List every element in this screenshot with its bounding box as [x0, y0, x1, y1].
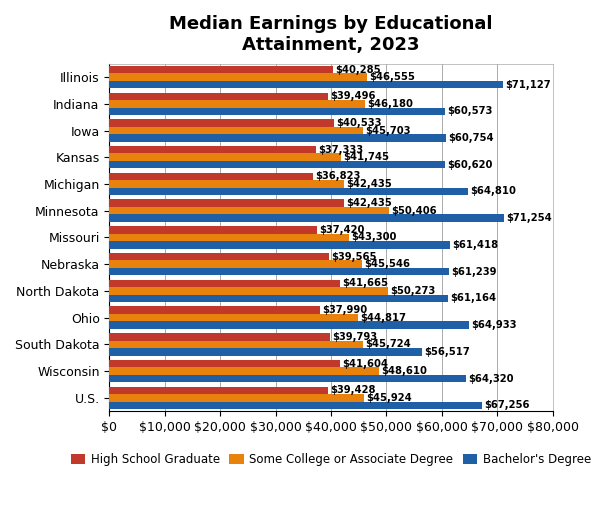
Text: $39,428: $39,428 — [330, 385, 376, 395]
Bar — [109, 294, 448, 302]
Text: $71,127: $71,127 — [506, 79, 551, 90]
Bar — [109, 348, 422, 355]
Text: $40,285: $40,285 — [335, 65, 380, 75]
Text: $48,610: $48,610 — [381, 366, 427, 376]
Text: $61,418: $61,418 — [452, 240, 498, 250]
Bar — [109, 120, 334, 127]
Bar — [109, 306, 320, 314]
Text: $42,435: $42,435 — [347, 198, 392, 208]
Bar — [109, 134, 446, 142]
Text: $61,239: $61,239 — [451, 267, 496, 277]
Text: $60,573: $60,573 — [447, 106, 493, 116]
Bar — [109, 226, 317, 234]
Text: $44,817: $44,817 — [360, 313, 406, 323]
Bar — [109, 188, 469, 195]
Text: $39,565: $39,565 — [331, 252, 376, 262]
Bar — [109, 333, 330, 340]
Text: $64,810: $64,810 — [470, 186, 517, 196]
Text: $64,320: $64,320 — [468, 374, 514, 384]
Text: $36,823: $36,823 — [316, 172, 361, 182]
Text: $56,517: $56,517 — [425, 347, 470, 357]
Bar — [109, 127, 362, 134]
Title: Median Earnings by Educational
Attainment, 2023: Median Earnings by Educational Attainmen… — [169, 15, 493, 54]
Text: $37,333: $37,333 — [319, 145, 364, 155]
Bar — [109, 394, 364, 401]
Bar — [109, 314, 358, 322]
Text: $39,496: $39,496 — [331, 91, 376, 101]
Text: $41,604: $41,604 — [342, 359, 388, 369]
Text: $41,665: $41,665 — [343, 278, 388, 288]
Bar — [109, 375, 466, 382]
Text: $60,754: $60,754 — [448, 133, 494, 143]
Text: $43,300: $43,300 — [352, 232, 397, 242]
Bar — [109, 253, 329, 260]
Bar — [109, 268, 449, 276]
Bar — [109, 260, 362, 268]
Bar — [109, 387, 328, 394]
Text: $46,180: $46,180 — [367, 99, 413, 109]
Text: $42,435: $42,435 — [347, 179, 392, 189]
Text: $50,406: $50,406 — [391, 206, 436, 216]
Bar — [109, 367, 379, 375]
Bar — [109, 287, 388, 294]
Text: $67,256: $67,256 — [484, 400, 530, 410]
Bar — [109, 207, 389, 215]
Bar — [109, 108, 445, 115]
Text: $46,555: $46,555 — [370, 72, 415, 82]
Text: $45,724: $45,724 — [365, 339, 410, 349]
Bar — [109, 401, 482, 409]
Bar — [109, 73, 367, 81]
Text: $64,933: $64,933 — [471, 320, 517, 330]
Text: $45,703: $45,703 — [365, 125, 410, 136]
Bar — [109, 234, 349, 241]
Bar — [109, 322, 469, 329]
Bar — [109, 92, 328, 100]
Text: $61,164: $61,164 — [451, 293, 497, 303]
Text: $71,254: $71,254 — [506, 213, 552, 223]
Bar — [109, 153, 341, 161]
Text: $45,924: $45,924 — [366, 393, 412, 403]
Bar — [109, 146, 316, 153]
Text: $37,420: $37,420 — [319, 225, 364, 235]
Text: $37,990: $37,990 — [322, 305, 367, 315]
Bar — [109, 241, 449, 248]
Bar — [109, 199, 344, 207]
Bar — [109, 81, 503, 88]
Bar — [109, 173, 313, 180]
Bar — [109, 340, 362, 348]
Bar — [109, 280, 340, 287]
Text: $41,745: $41,745 — [343, 152, 389, 162]
Bar — [109, 215, 504, 222]
Text: $39,793: $39,793 — [332, 332, 377, 342]
Bar — [109, 161, 445, 169]
Legend: High School Graduate, Some College or Associate Degree, Bachelor's Degree: High School Graduate, Some College or As… — [66, 448, 596, 471]
Bar — [109, 180, 344, 188]
Bar — [109, 100, 365, 108]
Text: $45,546: $45,546 — [364, 259, 410, 269]
Text: $60,620: $60,620 — [448, 160, 493, 170]
Text: $40,533: $40,533 — [336, 118, 382, 128]
Text: $50,273: $50,273 — [390, 286, 436, 296]
Bar — [109, 66, 332, 73]
Bar — [109, 360, 340, 367]
